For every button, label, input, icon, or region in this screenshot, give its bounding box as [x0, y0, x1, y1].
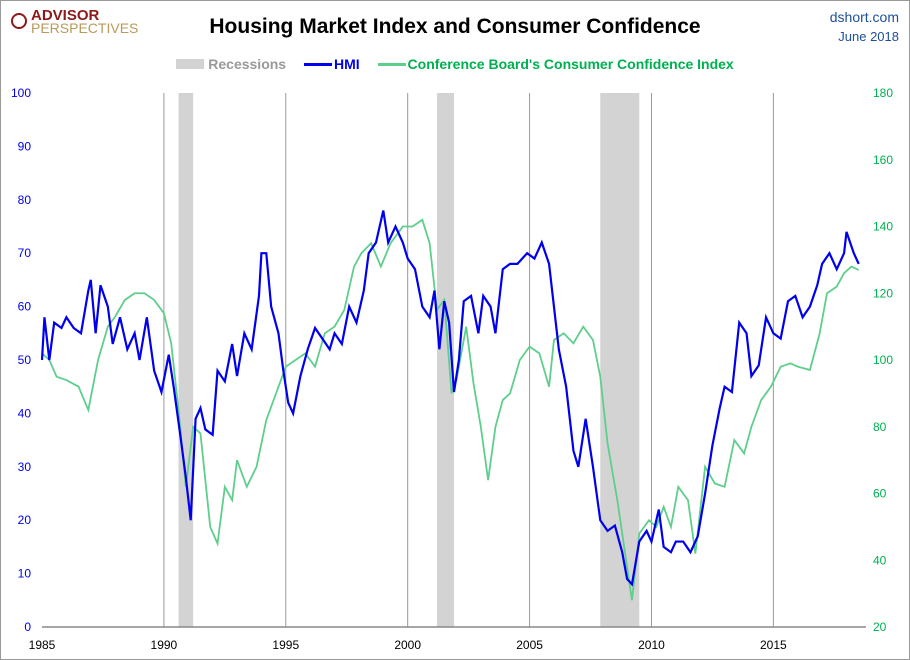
legend-label-hmi: HMI: [333, 56, 360, 73]
legend-label-cci: Conference Board's Consumer Confidence I…: [407, 56, 734, 73]
series-hmi-line: [40, 210, 860, 587]
y-right-tick-label: 60: [873, 487, 887, 501]
y-left-tick-label: 60: [18, 300, 32, 314]
legend: Recessions HMI Conference Board's Consum…: [1, 55, 909, 72]
x-tick-label: 2015: [760, 638, 787, 652]
y-left-tick-label: 0: [24, 620, 31, 634]
y-left-tick-label: 50: [18, 353, 32, 367]
x-tick-label: 2005: [516, 638, 543, 652]
y-left-tick-label: 30: [18, 460, 32, 474]
y-right-tick-label: 160: [873, 153, 893, 167]
y-right-tick-label: 80: [873, 420, 887, 434]
legend-swatch-cci: [377, 62, 406, 66]
x-tick-label: 2010: [638, 638, 665, 652]
x-tick-label: 2000: [394, 638, 421, 652]
date-label: June 2018: [838, 29, 899, 44]
recession-band: [178, 93, 194, 627]
y-left-tick-label: 80: [18, 193, 32, 207]
y-right-tick-label: 180: [873, 86, 893, 100]
y-right-tick-label: 40: [873, 553, 887, 567]
advisor-perspectives-logo: ADVISOR PERSPECTIVES: [11, 7, 139, 36]
x-tick-label: 1990: [151, 638, 178, 652]
source-label: dshort.com: [829, 9, 899, 25]
compass-icon: [11, 13, 27, 29]
legend-swatch-hmi: [303, 62, 332, 66]
legend-label-recessions: Recessions: [208, 56, 287, 73]
chart-title: Housing Market Index and Consumer Confid…: [209, 15, 701, 38]
legend-swatch-recessions: [176, 59, 205, 70]
logo-line1: ADVISOR: [31, 7, 100, 24]
y-right-tick-label: 20: [873, 620, 887, 634]
y-right-tick-label: 100: [873, 353, 893, 367]
source-block: dshort.com June 2018: [830, 7, 899, 47]
recession-band: [600, 93, 640, 627]
y-left-tick-label: 10: [18, 567, 32, 581]
y-left-tick-label: 90: [18, 139, 32, 153]
logo-line2: PERSPECTIVES: [31, 20, 139, 36]
y-right-tick-label: 140: [873, 220, 893, 234]
y-left-tick-label: 40: [18, 406, 32, 420]
y-right-tick-label: 120: [873, 286, 893, 300]
recession-band: [436, 93, 454, 627]
x-tick-label: 1995: [272, 638, 299, 652]
y-left-tick-label: 20: [18, 513, 32, 527]
y-left-tick-label: 100: [11, 86, 31, 100]
x-tick-label: 1985: [29, 638, 56, 652]
y-left-tick-label: 70: [18, 246, 32, 260]
